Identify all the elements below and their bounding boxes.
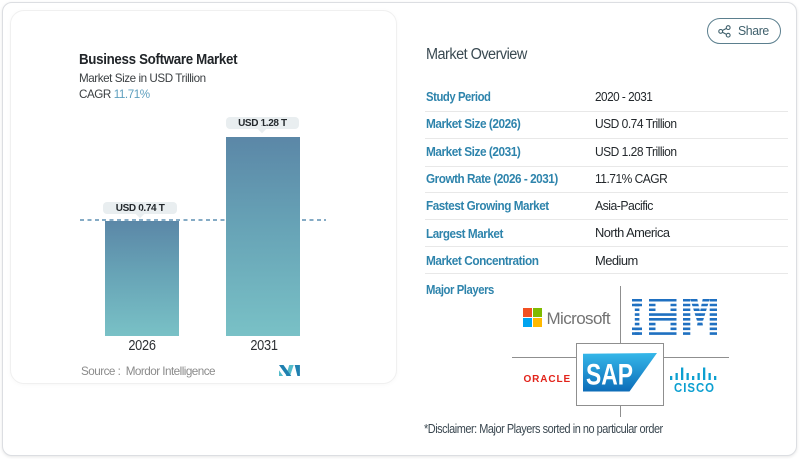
svg-text:SAP: SAP [586,359,633,392]
